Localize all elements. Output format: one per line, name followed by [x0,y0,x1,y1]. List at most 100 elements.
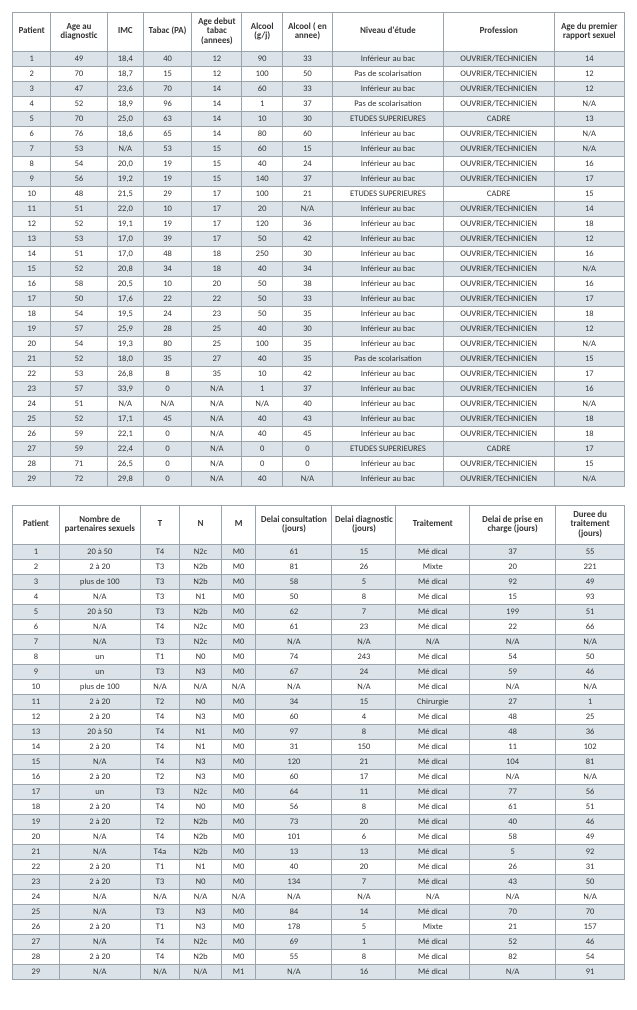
cell: 15 [192,142,242,157]
cell: 46 [556,815,625,830]
cell: 120 [256,755,332,770]
cell: 17 [332,770,396,785]
cell: N/A [396,635,470,650]
cell: M0 [221,875,255,890]
cell: 11 [332,785,396,800]
table-row: 115122,0101720N/AInférieur au bacOUVRIER… [13,202,625,217]
cell: 5 [13,112,51,127]
cell: 97 [256,725,332,740]
cell: T4 [140,725,179,740]
cell: M0 [221,830,255,845]
cell: 2 à 20 [59,560,140,575]
cell: 61 [470,800,556,815]
cell: M0 [221,770,255,785]
cell: Inférieur au bac [333,82,444,97]
cell: Inférieur au bac [333,307,444,322]
cell: OUVRIER/TECHNICIEN [443,427,554,442]
cell: 55 [556,545,625,560]
cell: Pas de scolarisation [333,67,444,82]
cell: 250 [242,247,282,262]
table1-col-7: Niveau d'étude [333,13,444,52]
cell: Pas de scolarisation [333,352,444,367]
cell: N/A [140,680,179,695]
cell: Inférieur au bac [333,232,444,247]
cell: 24 [13,397,51,412]
cell: 18,0 [107,352,143,367]
cell: 20 à 50 [59,725,140,740]
cell: Mé dical [396,620,470,635]
cell: 25 [556,710,625,725]
cell: 80 [242,127,282,142]
cell: plus de 100 [59,575,140,590]
cell: 17,6 [107,292,143,307]
cell: 31 [556,860,625,875]
cell: N/A [332,680,396,695]
cell: 2 à 20 [59,815,140,830]
cell: N/A [470,635,556,650]
table-1: PatientAge au diagnosticIMCTabac (PA)Age… [12,12,625,487]
cell: 20 à 50 [59,545,140,560]
table1-col-6: Alcool ( en annee) [282,13,332,52]
cell: 51 [51,247,107,262]
cell: N3 [180,905,222,920]
cell: 221 [556,560,625,575]
cell: 16 [554,382,625,397]
cell: N/A [59,755,140,770]
cell: 37 [282,382,332,397]
table2-col-9: Duree du traitement (jours) [556,506,625,545]
table-row: 95619,2191514037Inférieur au bacOUVRIER/… [13,172,625,187]
cell: 22,4 [107,442,143,457]
table-row: 27018,7151210050Pas de scolarisationOUVR… [13,67,625,82]
cell: 35 [282,337,332,352]
table1-col-4: Age debut tabac (annees) [192,13,242,52]
cell: T3 [140,905,179,920]
cell: 54 [51,307,107,322]
cell: M0 [221,590,255,605]
cell: 21 [13,352,51,367]
cell: un [59,785,140,800]
cell: 18 [192,262,242,277]
cell: 21 [13,845,60,860]
cell: N/A [554,127,625,142]
table1-col-5: Alcool (g/j) [242,13,282,52]
cell: 2 à 20 [59,695,140,710]
cell: 40 [143,52,191,67]
cell: N/A [192,472,242,487]
cell: 18 [13,307,51,322]
cell: OUVRIER/TECHNICIEN [443,337,554,352]
cell: 84 [256,905,332,920]
cell: Mixte [396,560,470,575]
cell: N/A [282,202,332,217]
cell: 22 [143,292,191,307]
cell: 17 [554,172,625,187]
cell: 48 [51,187,107,202]
cell: 53 [51,232,107,247]
cell: N/A [554,472,625,487]
cell: 134 [256,875,332,890]
cell: 5 [332,920,396,935]
cell: 56 [256,800,332,815]
table-row: 185419,524235035Inférieur au bacOUVRIER/… [13,307,625,322]
table2-col-8: Delai de prise en charge (jours) [470,506,556,545]
cell: N/A [59,590,140,605]
cell: Inférieur au bac [333,277,444,292]
cell: 120 [242,217,282,232]
cell: 65 [143,127,191,142]
cell: 19 [143,217,191,232]
cell: 14 [554,52,625,67]
cell: T3 [140,785,179,800]
table-row: 142 à 20T4N1M031150Mé dical11102 [13,740,625,755]
cell: 17 [13,292,51,307]
cell: 14 [192,82,242,97]
cell: 18 [192,247,242,262]
cell: 2 à 20 [59,800,140,815]
cell: N/A [256,965,332,980]
cell: 10 [13,680,60,695]
cell: N/A [554,337,625,352]
cell: Mixte [396,920,470,935]
cell: OUVRIER/TECHNICIEN [443,472,554,487]
cell: 27 [13,442,51,457]
cell: 12 [13,710,60,725]
cell: N/A [256,680,332,695]
cell: Inférieur au bac [333,427,444,442]
